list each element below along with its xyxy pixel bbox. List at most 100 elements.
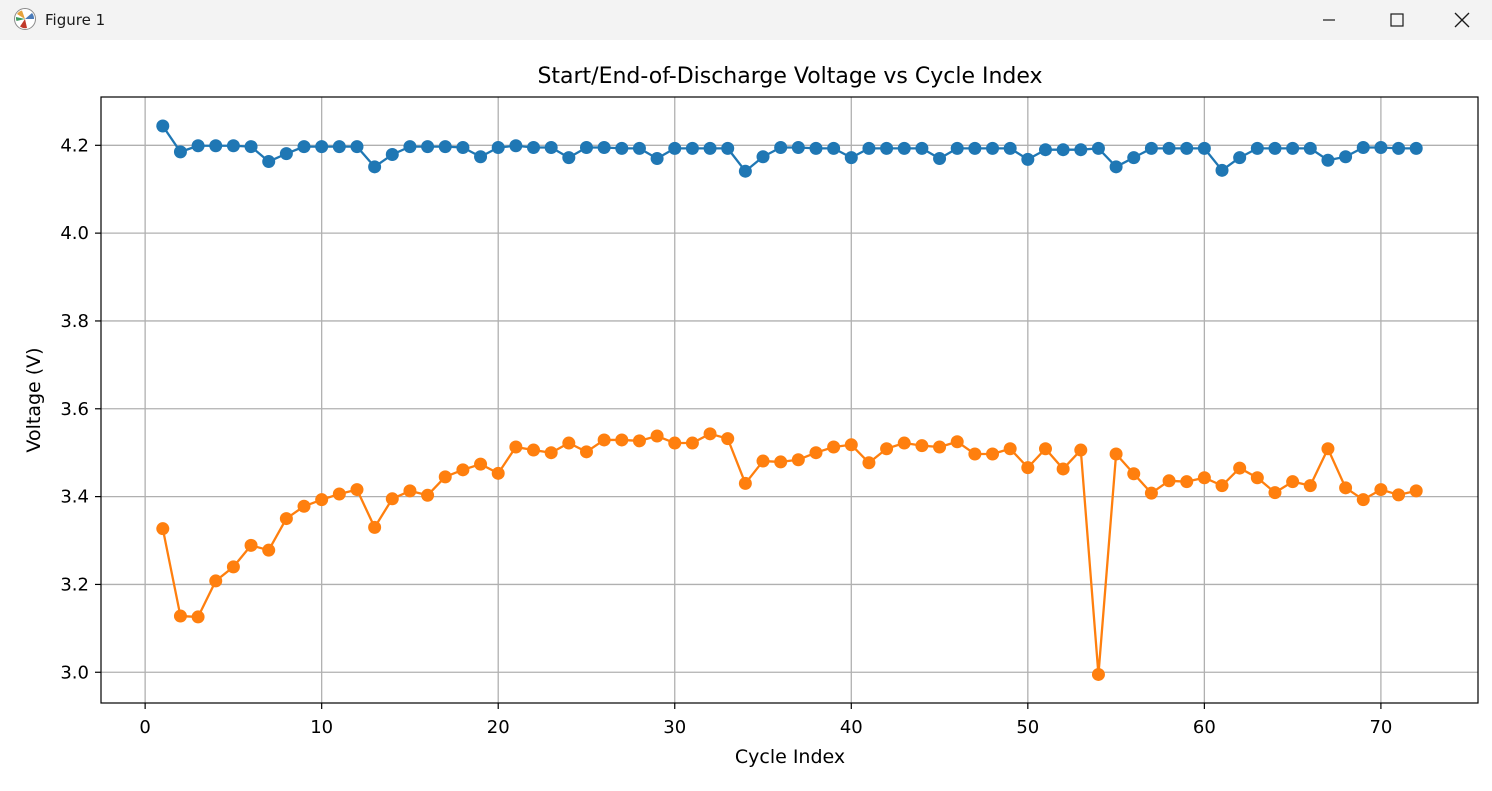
- series-1-point: [721, 141, 735, 155]
- x-tick-label: 60: [1193, 717, 1216, 738]
- series-1-point: [1162, 141, 1176, 155]
- series-1-point: [703, 141, 717, 155]
- series-2-point: [738, 476, 752, 490]
- close-icon: [1454, 12, 1470, 28]
- series-1-point: [668, 141, 682, 155]
- window-title: Figure 1: [45, 11, 106, 29]
- series-2-point: [1268, 486, 1282, 500]
- series-2-point: [1233, 461, 1247, 475]
- series-1-point: [1109, 160, 1123, 174]
- series-2-point: [385, 492, 399, 506]
- series-2-point: [897, 436, 911, 450]
- series-2-point: [191, 610, 205, 624]
- series-layer: [156, 119, 1423, 681]
- series-1-point: [685, 141, 699, 155]
- series-1-point: [1144, 141, 1158, 155]
- window-titlebar: Figure 1: [0, 0, 1492, 40]
- series-1-point: [1356, 141, 1370, 154]
- series-1-point: [844, 151, 858, 165]
- series-2-point: [579, 445, 593, 459]
- series-1-point: [527, 141, 541, 154]
- voltage-chart: Start/End-of-Discharge Voltage vs Cycle …: [23, 64, 1479, 768]
- series-1-point: [632, 141, 646, 155]
- series-2-point: [1250, 471, 1264, 485]
- series-2-point: [915, 439, 929, 453]
- series-1-point: [279, 147, 293, 161]
- series-2-point: [968, 447, 982, 461]
- series-1-point: [350, 140, 364, 154]
- series-1-point: [774, 141, 788, 154]
- series-2-point: [1127, 467, 1141, 481]
- series-2-point: [173, 609, 187, 623]
- maximize-icon: [1390, 13, 1404, 27]
- x-tick-label: 30: [663, 717, 686, 738]
- series-2-point: [226, 560, 240, 574]
- series-1-point: [1038, 143, 1052, 157]
- series-1-point: [597, 141, 611, 154]
- maximize-button[interactable]: [1362, 0, 1432, 40]
- series-1-point: [474, 150, 488, 164]
- series-2-point: [791, 453, 805, 467]
- series-2-point: [650, 429, 664, 443]
- series-2-point: [933, 440, 947, 454]
- series-1-point: [191, 139, 205, 153]
- x-tick-label: 50: [1016, 717, 1039, 738]
- series-1-point: [880, 141, 894, 155]
- series-1-point: [368, 160, 382, 174]
- minimize-icon: [1323, 19, 1335, 21]
- series-1-point: [562, 151, 576, 165]
- series-2-point: [774, 455, 788, 469]
- series-1-point: [1339, 150, 1353, 164]
- x-tick-label: 10: [310, 717, 333, 738]
- series-1: [156, 119, 1423, 178]
- minimize-button[interactable]: [1294, 0, 1364, 40]
- series-2-point: [721, 432, 735, 446]
- series-1-point: [315, 140, 329, 154]
- series-2-point: [597, 433, 611, 447]
- series-2-point: [1144, 486, 1158, 500]
- series-2-point: [1374, 483, 1388, 497]
- series-2-point: [862, 456, 876, 470]
- series-1-point: [950, 141, 964, 155]
- series-2-point: [1180, 475, 1194, 489]
- y-tick-label: 3.0: [60, 662, 89, 683]
- series-2-point: [1303, 479, 1317, 493]
- series-1-point: [1180, 141, 1194, 155]
- plot-area-frame: [100, 96, 1479, 704]
- series-2-point: [1003, 442, 1017, 456]
- series-1-point: [986, 141, 1000, 155]
- series-1-point: [421, 140, 435, 154]
- series-1-point: [1056, 143, 1070, 157]
- series-2-point: [562, 436, 576, 450]
- series-2-point: [844, 438, 858, 452]
- series-1-point: [1303, 141, 1317, 155]
- series-1-point: [933, 151, 947, 165]
- series-1-point: [1127, 151, 1141, 165]
- series-1-point: [897, 141, 911, 155]
- axis-ticks: 0 10 20 30 40 50 60 70 3.0 3.2 3.4 3.6 3.8 4.0 4.2: [60, 135, 1392, 738]
- series-2-point: [809, 446, 823, 460]
- series-2-point: [1162, 474, 1176, 488]
- series-1-point: [827, 141, 841, 155]
- x-tick-label: 20: [487, 717, 510, 738]
- series-2-point: [1091, 667, 1105, 681]
- series-1-point: [456, 141, 470, 154]
- series-2-point: [156, 522, 170, 536]
- series-1-point: [491, 141, 505, 154]
- series-2-point: [703, 427, 717, 441]
- series-1-point: [1392, 141, 1406, 155]
- grid-lines: [101, 97, 1478, 703]
- series-1-point: [915, 141, 929, 155]
- series-2-point: [668, 436, 682, 450]
- series-2: [156, 427, 1423, 681]
- series-2-point: [1356, 493, 1370, 507]
- series-1-point: [1003, 141, 1017, 155]
- series-2-point: [1056, 462, 1070, 476]
- series-2-point: [527, 443, 541, 457]
- series-1-point: [1215, 163, 1229, 177]
- x-tick-label: 40: [840, 717, 863, 738]
- close-button[interactable]: [1432, 0, 1492, 40]
- series-1-point: [403, 140, 417, 154]
- series-1-point: [1286, 141, 1300, 155]
- series-2-point: [1109, 447, 1123, 461]
